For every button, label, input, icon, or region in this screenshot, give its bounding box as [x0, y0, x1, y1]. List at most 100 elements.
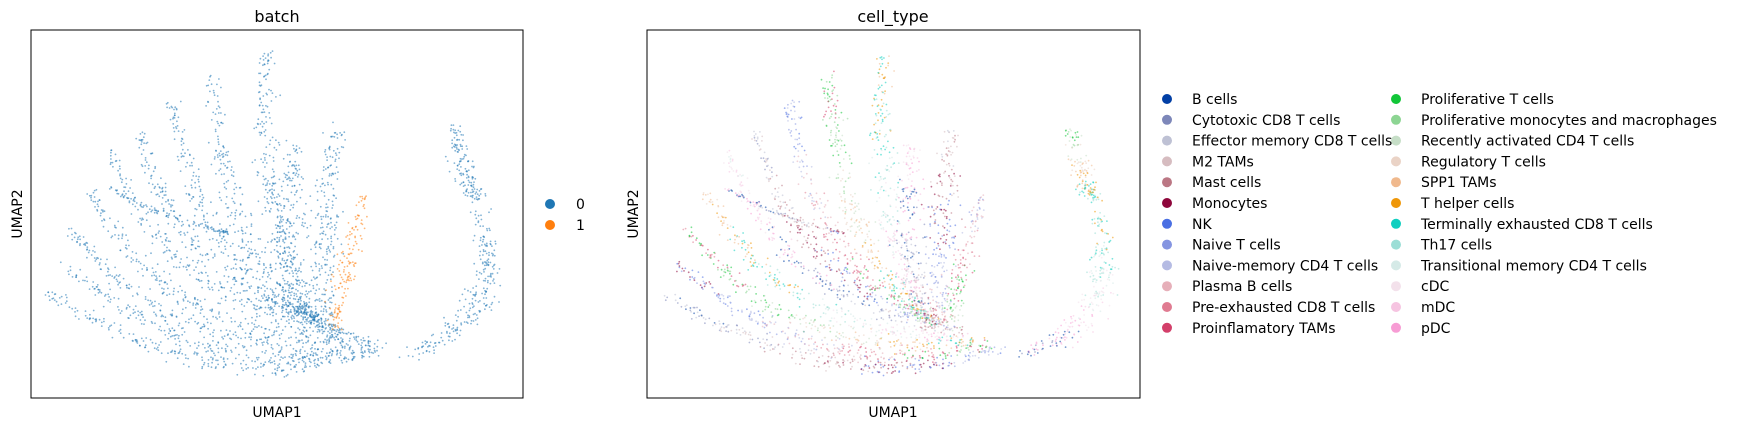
scatter-point	[193, 214, 196, 217]
scatter-point	[329, 362, 332, 364]
scatter-point	[210, 366, 213, 369]
scatter-point	[298, 311, 301, 314]
scatter-point	[461, 158, 463, 161]
scatter-point	[725, 330, 727, 332]
scatter-point	[282, 157, 285, 160]
scatter-point	[294, 238, 297, 241]
scatter-point	[345, 279, 348, 282]
scatter-point	[858, 279, 861, 282]
scatter-point	[284, 236, 287, 239]
scatter-point	[197, 180, 200, 183]
scatter-point	[294, 353, 297, 355]
scatter-point	[255, 277, 258, 280]
scatter-point	[169, 118, 172, 121]
scatter-point	[84, 310, 87, 312]
scatter-point	[910, 336, 913, 339]
scatter-point	[815, 243, 818, 246]
scatter-point	[184, 294, 186, 296]
scatter-point	[281, 259, 284, 261]
scatter-point	[883, 364, 886, 367]
scatter-point	[689, 309, 692, 312]
scatter-point	[808, 322, 811, 325]
scatter-point	[836, 336, 839, 339]
scatter-point	[797, 292, 800, 295]
scatter-point	[331, 325, 334, 328]
scatter-point	[146, 205, 148, 208]
scatter-point	[776, 308, 779, 311]
scatter-point	[269, 361, 272, 364]
scatter-point	[486, 287, 489, 290]
scatter-point	[845, 336, 847, 339]
scatter-point	[854, 303, 856, 305]
scatter-point	[127, 197, 130, 200]
scatter-point	[144, 346, 146, 349]
scatter-point	[197, 303, 200, 306]
scatter-point	[768, 237, 770, 240]
scatter-point	[847, 244, 850, 247]
scatter-point	[177, 303, 180, 305]
scatter-point	[696, 311, 699, 314]
scatter-point	[338, 356, 341, 359]
scatter-point	[458, 138, 461, 141]
scatter-point	[290, 303, 292, 306]
scatter-point	[837, 221, 839, 224]
scatter-point	[969, 351, 971, 354]
scatter-point	[806, 237, 809, 240]
scatter-point	[169, 330, 172, 332]
scatter-point	[288, 231, 291, 234]
scatter-point	[969, 341, 972, 344]
scatter-point	[241, 246, 244, 249]
scatter-point	[473, 188, 476, 190]
scatter-point	[244, 232, 247, 235]
scatter-point	[308, 305, 311, 308]
scatter-point	[894, 359, 896, 361]
scatter-point	[287, 313, 290, 315]
scatter-point	[830, 317, 833, 319]
scatter-point	[171, 204, 174, 207]
scatter-point	[322, 132, 324, 134]
scatter-point	[324, 318, 327, 320]
scatter-point	[839, 298, 841, 301]
scatter-point	[700, 314, 703, 317]
scatter-point	[493, 295, 496, 298]
scatter-point	[880, 332, 883, 334]
scatter-point	[182, 308, 184, 311]
scatter-point	[398, 356, 401, 359]
scatter-point	[276, 215, 279, 218]
scatter-point	[757, 337, 759, 340]
scatter-point	[705, 252, 707, 255]
scatter-point	[163, 270, 166, 273]
scatter-point	[467, 169, 470, 172]
scatter-point	[288, 318, 290, 321]
scatter-point	[869, 284, 872, 287]
scatter-point	[120, 181, 123, 184]
scatter-point	[263, 268, 265, 271]
scatter-point	[226, 312, 228, 314]
scatter-point	[889, 357, 891, 359]
scatter-point	[265, 121, 268, 123]
scatter-point	[107, 230, 110, 233]
scatter-point	[260, 362, 262, 365]
scatter-point	[219, 302, 221, 305]
scatter-point	[330, 240, 333, 243]
scatter-point	[162, 207, 165, 210]
scatter-point	[308, 297, 311, 300]
scatter-point	[875, 330, 878, 333]
scatter-point	[852, 293, 854, 296]
scatter-point	[832, 241, 834, 244]
scatter-point	[299, 350, 301, 352]
scatter-point	[443, 316, 445, 319]
scatter-point	[249, 233, 252, 236]
scatter-point	[218, 232, 221, 235]
legend-label-batch-1: 1	[576, 218, 585, 234]
scatter-point	[935, 320, 938, 323]
scatter-point	[465, 189, 468, 192]
scatter-point	[213, 283, 216, 285]
scatter-point	[69, 269, 72, 272]
scatter-point	[836, 293, 839, 296]
scatter-point	[812, 306, 815, 309]
scatter-point	[893, 302, 896, 305]
scatter-point	[487, 261, 490, 264]
scatter-point	[257, 238, 260, 240]
scatter-point	[212, 340, 214, 342]
